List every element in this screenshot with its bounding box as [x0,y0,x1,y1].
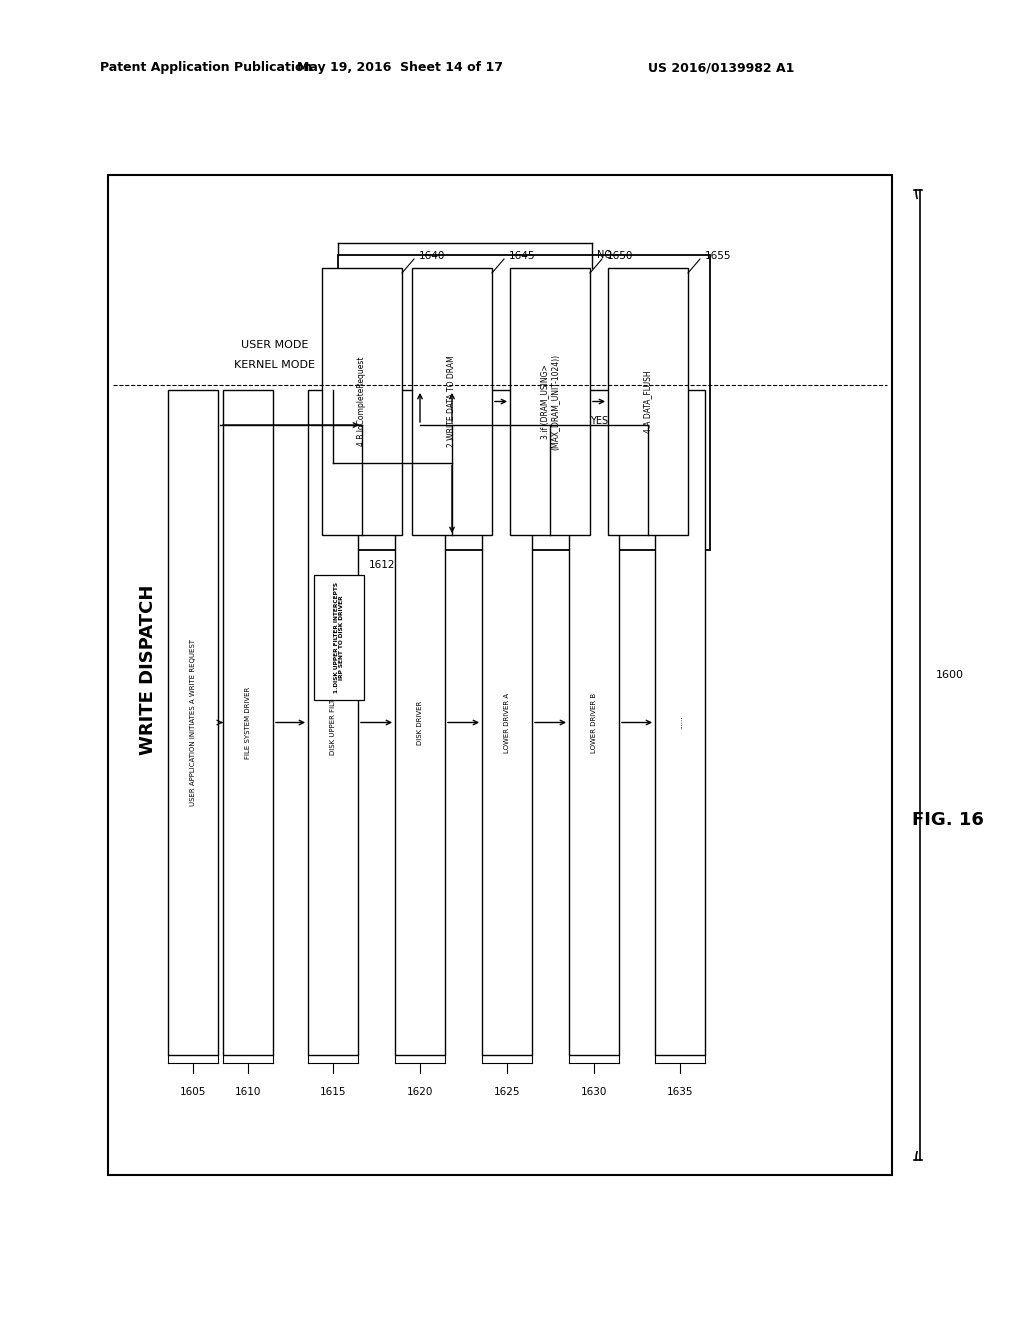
Text: 2.WRITE DATA TO DRAM: 2.WRITE DATA TO DRAM [447,355,457,447]
Text: 1650: 1650 [607,251,634,261]
Text: ......: ...... [677,715,683,729]
Bar [168,389,218,1055]
Text: LOWER DRIVER B: LOWER DRIVER B [591,693,597,752]
Text: 1612: 1612 [369,560,395,570]
Text: 3.if (DRAM_USING>
(MAX_DRAM_UNIT-1024)): 3.if (DRAM_USING> (MAX_DRAM_UNIT-1024)) [541,354,560,450]
Text: 1635: 1635 [667,1086,693,1097]
Text: 4.A DATA_FLUSH: 4.A DATA_FLUSH [643,370,652,433]
Text: 1615: 1615 [319,1086,346,1097]
Text: KERNEL MODE: KERNEL MODE [234,360,315,370]
Text: DISK DRIVER: DISK DRIVER [417,701,423,744]
Bar [608,268,688,535]
Text: 1645: 1645 [509,251,536,261]
Text: DISK UPPER FILTER: DISK UPPER FILTER [330,690,336,755]
Bar [412,268,492,535]
Text: 1.DISK UPPER FILTER INTERCEPTS
IRP SENT TO DISK DRIVER: 1.DISK UPPER FILTER INTERCEPTS IRP SENT … [334,582,344,693]
Text: FILE SYSTEM DRIVER: FILE SYSTEM DRIVER [245,686,251,759]
Text: LOWER DRIVER A: LOWER DRIVER A [504,693,510,752]
Bar [314,576,364,700]
Text: YES: YES [590,416,608,425]
Bar [223,389,273,1055]
Bar [308,389,358,1055]
Text: 1655: 1655 [705,251,731,261]
Text: May 19, 2016  Sheet 14 of 17: May 19, 2016 Sheet 14 of 17 [297,62,503,74]
Text: NO: NO [597,249,612,260]
Bar [108,176,892,1175]
Text: 1605: 1605 [180,1086,206,1097]
Text: 1620: 1620 [407,1086,433,1097]
Bar [510,268,590,535]
Bar [322,268,402,535]
Text: 4.B IoCompleteRequest: 4.B IoCompleteRequest [357,356,367,446]
Text: WRITE DISPATCH: WRITE DISPATCH [139,585,157,755]
Bar [395,389,445,1055]
Text: 1600: 1600 [936,671,964,680]
Text: 1610: 1610 [234,1086,261,1097]
Bar [569,389,618,1055]
Text: Patent Application Publication: Patent Application Publication [100,62,312,74]
Text: 1640: 1640 [419,251,445,261]
Bar [338,255,710,550]
Text: US 2016/0139982 A1: US 2016/0139982 A1 [648,62,795,74]
Text: 1630: 1630 [581,1086,607,1097]
Text: 1625: 1625 [494,1086,520,1097]
Bar [482,389,532,1055]
Text: USER MODE: USER MODE [242,341,308,350]
Bar [655,389,705,1055]
Text: FIG. 16: FIG. 16 [912,810,984,829]
Text: USER APPLICATION INITIATES A WRITE REQUEST: USER APPLICATION INITIATES A WRITE REQUE… [190,639,196,807]
